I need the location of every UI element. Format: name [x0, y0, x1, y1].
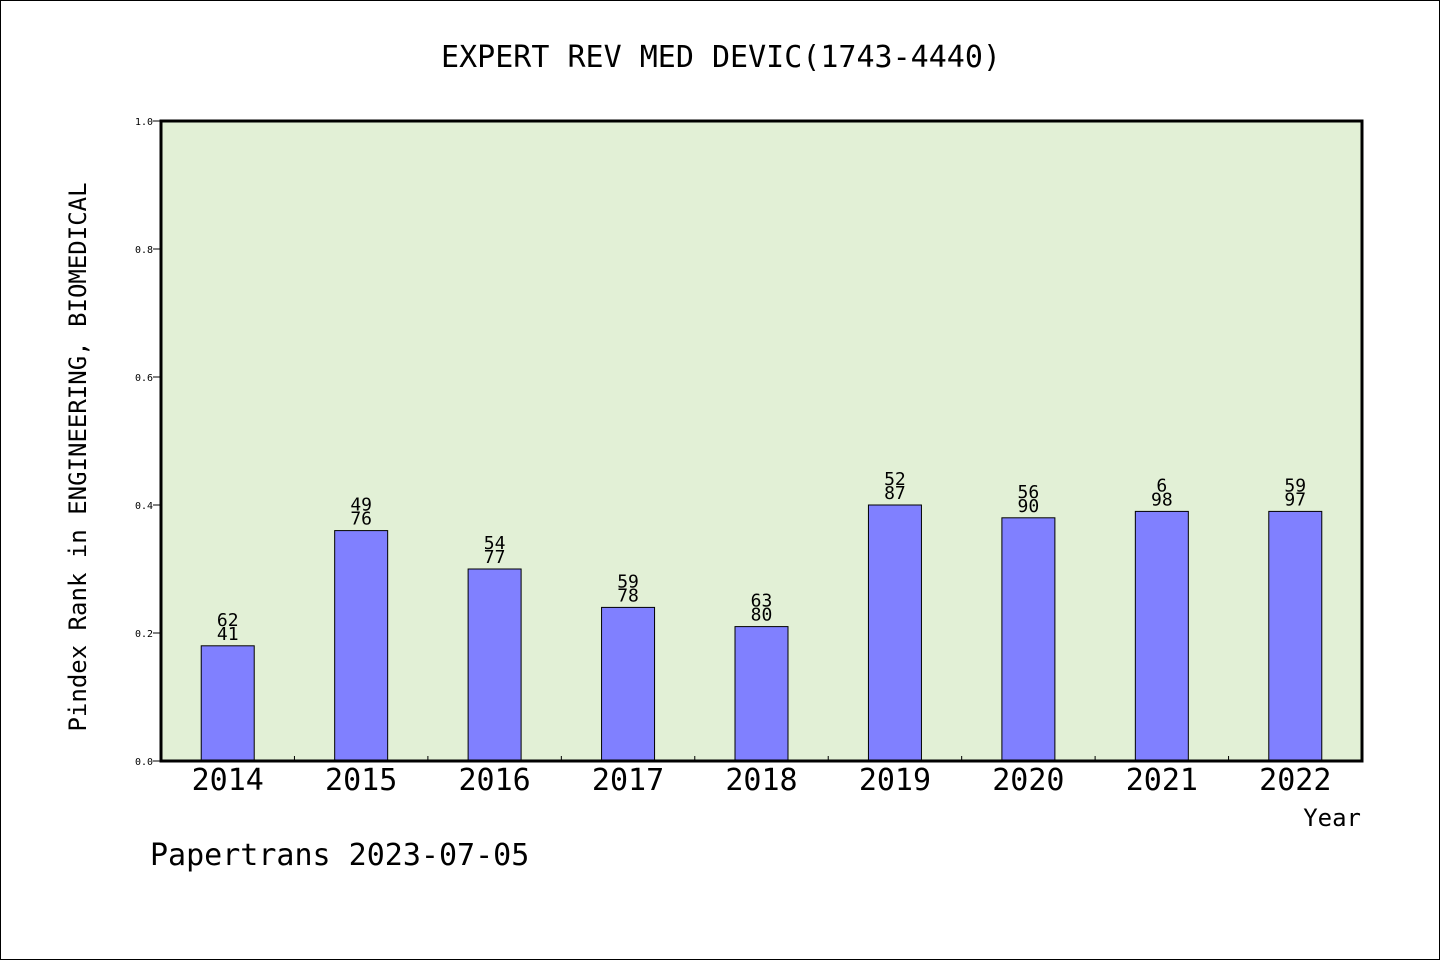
bar-2021: [1134, 510, 1189, 762]
bar-label-bottom: 41: [217, 624, 239, 645]
bar-label-bottom: 87: [884, 483, 906, 504]
x-tick-label: 2016: [458, 763, 530, 798]
bar-2018: [734, 626, 789, 762]
bar-label-bottom: 77: [484, 547, 506, 568]
bar-label-top: 59: [617, 571, 639, 592]
bars-group: [200, 504, 1323, 762]
y-tick-label: 0.2: [135, 629, 153, 640]
x-tick-label: 2020: [992, 763, 1064, 798]
x-tick-label: 2014: [192, 763, 264, 798]
bar-label-bottom: 80: [751, 605, 773, 626]
y-axis-label: Pindex Rank in ENGINEERING, BIOMEDICAL: [64, 182, 92, 731]
bar-2022: [1268, 510, 1323, 762]
x-tick-label: 2015: [325, 763, 397, 798]
x-tick-label: 2021: [1126, 763, 1198, 798]
y-axis-ticks: 0.0 0.2 0.4 0.6 0.8 1.0: [135, 117, 161, 768]
bar-label-bottom: 78: [617, 585, 639, 606]
bar-label-bottom: 90: [1018, 496, 1040, 517]
y-tick-label: 0.4: [135, 501, 153, 512]
bar-label-bottom: 98: [1151, 489, 1173, 510]
y-tick-label: 0.0: [135, 757, 153, 768]
bar-label-top: 52: [884, 469, 906, 490]
bar-label-top: 54: [484, 533, 506, 554]
x-axis-ticks: 2014 2015 2016 2017 2018 2019 2020 2021 2022: [192, 756, 1331, 798]
y-tick-label: 0.8: [135, 245, 153, 256]
chart-title: EXPERT REV MED DEVIC(1743-4440): [441, 40, 1001, 75]
bar-label-top: 62: [217, 610, 239, 631]
x-tick-label: 2018: [725, 763, 797, 798]
x-axis-label: Year: [1303, 804, 1361, 832]
bar-label-top: 6: [1156, 475, 1167, 496]
x-tick-label: 2022: [1259, 763, 1331, 798]
bar-label-top: 49: [350, 495, 372, 516]
y-tick-label: 0.6: [135, 373, 153, 384]
bar-2020: [1001, 517, 1056, 762]
bar-2014: [200, 645, 255, 762]
plot-border: [159, 119, 1364, 763]
bar-2015: [334, 530, 389, 762]
bar-2019: [867, 504, 922, 762]
bar-label-top: 63: [751, 591, 773, 612]
bar-label-bottom: 76: [350, 509, 372, 530]
x-tick-label: 2019: [859, 763, 931, 798]
bar-2017: [601, 606, 656, 762]
bar-2016: [467, 568, 522, 762]
bar-label-bottom: 97: [1284, 489, 1306, 510]
bar-label-top: 59: [1284, 475, 1306, 496]
footer-source-date: Papertrans 2023-07-05: [150, 838, 529, 873]
bar-label-top: 56: [1018, 482, 1040, 503]
x-tick-label: 2017: [592, 763, 664, 798]
y-tick-label: 1.0: [135, 117, 153, 128]
